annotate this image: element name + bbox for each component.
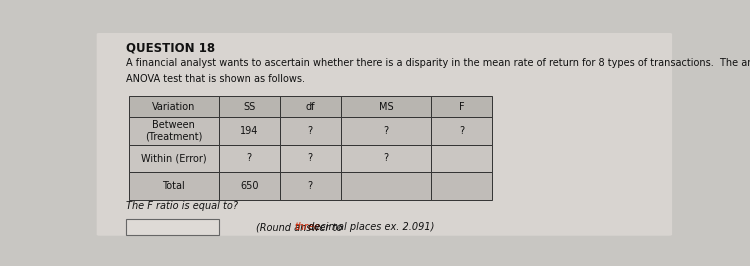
Text: ?: ? [308, 153, 313, 163]
Bar [430, 97, 492, 117]
Text: 194: 194 [240, 126, 259, 136]
Text: three: three [294, 222, 320, 232]
Text: df: df [305, 102, 315, 112]
Bar [219, 172, 280, 200]
Text: ?: ? [308, 181, 313, 191]
Bar [280, 97, 340, 117]
Text: Variation: Variation [152, 102, 195, 112]
FancyBboxPatch shape [97, 33, 672, 236]
Bar [219, 117, 280, 144]
Bar [129, 97, 219, 117]
Text: MS: MS [379, 102, 393, 112]
Bar [430, 144, 492, 172]
Bar [280, 172, 340, 200]
Text: ANOVA test that is shown as follows.: ANOVA test that is shown as follows. [126, 74, 304, 84]
Bar [129, 144, 219, 172]
Text: ?: ? [459, 126, 464, 136]
Bar [219, 97, 280, 117]
Text: A financial analyst wants to ascertain whether there is a disparity in the mean : A financial analyst wants to ascertain w… [126, 57, 750, 68]
Bar [340, 117, 430, 144]
Text: ?: ? [247, 153, 252, 163]
Bar [129, 117, 219, 144]
Bar [280, 117, 340, 144]
Text: ?: ? [383, 126, 388, 136]
Bar [129, 172, 219, 200]
Text: ?: ? [308, 126, 313, 136]
Bar [340, 144, 430, 172]
Text: SS: SS [243, 102, 255, 112]
Bar [340, 172, 430, 200]
Text: ?: ? [383, 153, 388, 163]
Bar [430, 117, 492, 144]
Text: Within (Error): Within (Error) [141, 153, 206, 163]
Bar [280, 144, 340, 172]
Text: F: F [458, 102, 464, 112]
Text: The F ratio is equal to?: The F ratio is equal to? [126, 201, 238, 211]
Text: Between
(Treatment): Between (Treatment) [145, 120, 202, 142]
Bar [126, 219, 219, 235]
Text: Total: Total [162, 181, 185, 191]
Text: QUESTION 18: QUESTION 18 [126, 41, 214, 54]
Bar [219, 144, 280, 172]
Bar [340, 97, 430, 117]
Text: 650: 650 [240, 181, 259, 191]
Bar [430, 172, 492, 200]
Text: (Round answer to: (Round answer to [256, 222, 346, 232]
Text: decimal places ex. 2.091): decimal places ex. 2.091) [305, 222, 434, 232]
